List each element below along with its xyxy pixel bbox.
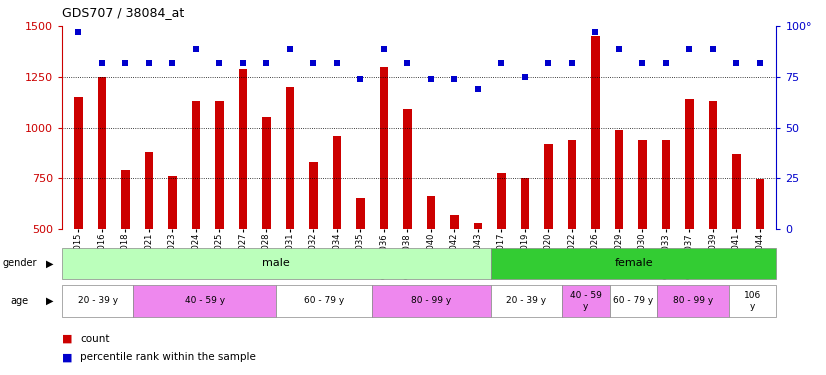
Text: age: age (10, 296, 28, 306)
Point (448, 76, 461, 82)
Point (401, 60, 414, 66)
Bar (145, 152, 153, 229)
Point (425, 76, 438, 82)
Text: 40 - 59
y: 40 - 59 y (570, 291, 602, 310)
Text: 106
y: 106 y (744, 291, 762, 310)
Bar (662, 140, 670, 229)
Bar (356, 198, 364, 229)
Point (142, 60, 155, 66)
Text: 20 - 39 y: 20 - 39 y (506, 296, 547, 305)
Text: 80 - 99 y: 80 - 99 y (411, 296, 451, 305)
Bar (562, 285, 610, 317)
Text: male: male (263, 258, 290, 268)
Bar (216, 101, 224, 229)
Point (659, 60, 672, 66)
Point (283, 45, 297, 51)
Point (354, 76, 367, 82)
Text: 60 - 79 y: 60 - 79 y (614, 296, 653, 305)
Point (706, 45, 719, 51)
Text: 60 - 79 y: 60 - 79 y (304, 296, 344, 305)
Text: 80 - 99 y: 80 - 99 y (673, 296, 713, 305)
Bar (615, 129, 623, 229)
Bar (497, 173, 506, 229)
Bar (286, 87, 294, 229)
Point (636, 60, 649, 66)
Bar (133, 285, 276, 317)
Text: ▶: ▶ (46, 258, 54, 268)
Text: GDS707 / 38084_at: GDS707 / 38084_at (62, 6, 184, 19)
Bar (610, 285, 657, 317)
Bar (521, 178, 529, 229)
Text: female: female (615, 258, 653, 268)
Point (236, 60, 249, 66)
Point (589, 29, 602, 35)
Point (565, 60, 578, 66)
Bar (686, 99, 694, 229)
Bar (403, 109, 411, 229)
Point (612, 45, 625, 51)
Text: 40 - 59 y: 40 - 59 y (185, 296, 225, 305)
Bar (427, 196, 435, 229)
Point (95, 60, 108, 66)
Point (260, 60, 273, 66)
Point (683, 45, 696, 51)
Bar (121, 170, 130, 229)
Bar (567, 140, 576, 229)
Bar (309, 162, 317, 229)
Bar (450, 214, 458, 229)
Point (119, 60, 132, 66)
Point (730, 60, 743, 66)
Point (495, 60, 508, 66)
Text: ■: ■ (62, 352, 73, 363)
Point (213, 60, 226, 66)
Bar (733, 154, 741, 229)
Bar (276, 285, 372, 317)
Point (377, 45, 391, 51)
Point (542, 60, 555, 66)
Point (189, 45, 202, 51)
Bar (491, 285, 562, 317)
Bar (333, 136, 341, 229)
Point (330, 60, 344, 66)
Bar (74, 97, 83, 229)
Bar (263, 117, 271, 229)
Text: ▶: ▶ (46, 296, 54, 306)
Text: count: count (80, 334, 110, 344)
Text: 20 - 39 y: 20 - 39 y (78, 296, 118, 305)
Bar (62, 248, 491, 279)
Point (166, 60, 179, 66)
Bar (657, 285, 729, 317)
Bar (638, 140, 647, 229)
Bar (169, 176, 177, 229)
Point (306, 60, 320, 66)
Bar (709, 101, 717, 229)
Text: percentile rank within the sample: percentile rank within the sample (80, 352, 256, 363)
Bar (729, 285, 776, 317)
Bar (192, 101, 200, 229)
Bar (756, 179, 764, 229)
Bar (544, 144, 553, 229)
Point (753, 60, 767, 66)
Point (472, 86, 485, 92)
Point (72, 29, 85, 35)
Bar (491, 248, 776, 279)
Bar (380, 67, 388, 229)
Bar (372, 285, 491, 317)
Bar (591, 36, 600, 229)
Text: gender: gender (2, 258, 37, 268)
Bar (474, 223, 482, 229)
Point (519, 74, 532, 80)
Text: ■: ■ (62, 334, 73, 344)
Bar (239, 69, 247, 229)
Bar (97, 77, 106, 229)
Bar (62, 285, 133, 317)
